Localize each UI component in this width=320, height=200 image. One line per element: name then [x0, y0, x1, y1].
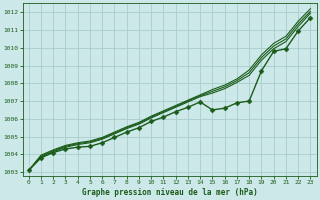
- X-axis label: Graphe pression niveau de la mer (hPa): Graphe pression niveau de la mer (hPa): [82, 188, 258, 197]
